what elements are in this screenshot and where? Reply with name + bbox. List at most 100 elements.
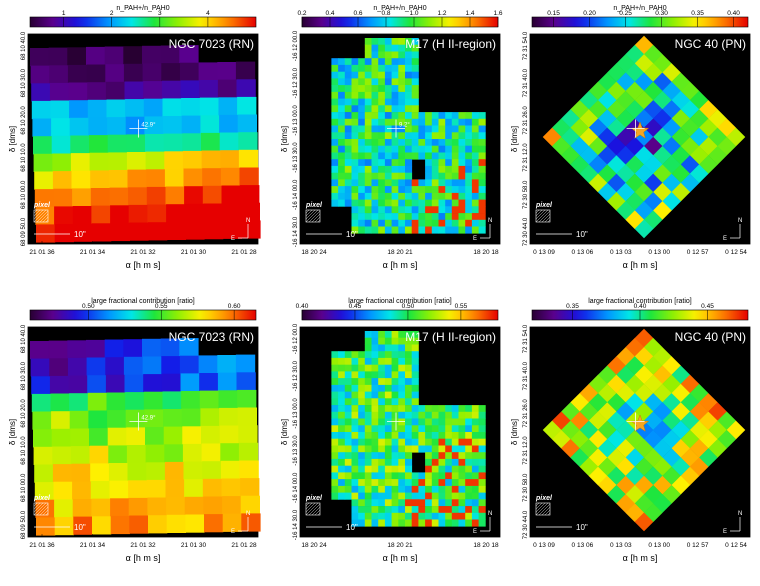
heatmap-cell [358, 199, 366, 207]
heatmap-cell [431, 139, 439, 147]
heatmap-cell [371, 71, 379, 79]
heatmap-cell [451, 145, 459, 153]
heatmap-cell [411, 213, 419, 221]
heatmap-cell [384, 344, 392, 352]
heatmap-cell [129, 222, 149, 241]
heatmap-cell [219, 425, 239, 444]
heatmap-cell [471, 519, 479, 527]
heatmap-cell [92, 223, 112, 242]
heatmap-cell [163, 116, 183, 135]
heatmap-cell [445, 458, 453, 466]
heatmap-cell [405, 465, 413, 473]
pixel-hatch [42, 509, 49, 516]
heatmap-cell [364, 438, 372, 446]
heatmap-cell [471, 492, 479, 500]
heatmap-cell [588, 448, 608, 467]
pixel-hatch [42, 216, 49, 223]
pixel-hatch [547, 219, 551, 223]
heatmap-cell [634, 512, 654, 532]
heatmap-cell [398, 44, 406, 52]
heatmap-cell [431, 465, 439, 473]
heatmap-cell [458, 179, 466, 187]
heatmap-cell [465, 472, 473, 480]
heatmap-cell [344, 479, 352, 487]
heatmap-cell [344, 132, 352, 140]
heatmap-cell [405, 499, 413, 507]
heatmap-cell [371, 357, 379, 365]
heatmap-cell [398, 71, 406, 79]
heatmap-cell [391, 384, 399, 392]
heatmap-cell [425, 186, 433, 194]
heatmap-cell [384, 71, 392, 79]
heatmap-cell [371, 384, 379, 392]
heatmap-cell [431, 112, 439, 120]
heatmap-cell [418, 145, 426, 153]
heatmap-cell [238, 149, 259, 168]
colorbar [29, 16, 257, 28]
heatmap-cell [458, 411, 466, 419]
heatmap-cell [31, 376, 51, 395]
heatmap-cell [405, 159, 413, 167]
heatmap-cell [445, 192, 453, 200]
heatmap-cell [364, 152, 372, 160]
heatmap-cell [378, 125, 386, 133]
heatmap-cell [129, 515, 149, 534]
heatmap-cell [438, 165, 446, 173]
heatmap-cell [106, 392, 126, 411]
heatmap-cell [398, 132, 406, 140]
heatmap-cell [458, 485, 466, 493]
heatmap-cell [364, 445, 372, 453]
heatmap-cell [73, 516, 93, 535]
heatmap-cell [378, 418, 386, 426]
heatmap-cell [398, 145, 406, 153]
heatmap-cell [222, 203, 242, 222]
pixel-hatch [33, 502, 47, 516]
heatmap-cell [364, 64, 372, 72]
heatmap-cell [561, 146, 580, 165]
heatmap-cell [344, 452, 352, 460]
heatmap-cell [106, 99, 126, 118]
pixel-hatch [317, 219, 321, 223]
heatmap-cell [384, 432, 392, 440]
heatmap-cell [384, 91, 392, 99]
heatmap-cell [364, 405, 372, 413]
heatmap-cell [351, 512, 359, 520]
heatmap-cell [240, 478, 260, 497]
compass-east-label: E [723, 529, 727, 535]
heatmap-cell [398, 219, 406, 227]
heatmap-cell [344, 378, 352, 386]
heatmap-cell [607, 173, 626, 193]
heatmap-cell [634, 219, 654, 239]
heatmap-cell [451, 425, 459, 433]
heatmap-cell [91, 498, 111, 517]
scale-bar-label: 10" [346, 230, 358, 239]
heatmap-cell [471, 472, 479, 480]
heatmap-cell [73, 223, 93, 242]
heatmap-cell [331, 465, 339, 473]
heatmap-cell [698, 136, 718, 156]
heatmap-cell [364, 91, 372, 99]
heatmap-cell [465, 112, 473, 120]
heatmap-cell [405, 152, 413, 160]
heatmap-cell [398, 179, 406, 187]
heatmap-cell [331, 405, 339, 413]
heatmap-cell [364, 432, 372, 440]
heatmap-cell [411, 199, 419, 207]
heatmap-cell [418, 506, 426, 514]
heatmap-cell [344, 351, 352, 359]
heatmap-cell [378, 91, 386, 99]
heatmap-cell [478, 458, 486, 466]
heatmap-cell [411, 152, 419, 160]
heatmap-cell [86, 64, 106, 83]
pixel-label: pixel [33, 495, 51, 502]
heatmap-cell [478, 179, 486, 187]
heatmap-cell [181, 98, 201, 117]
heatmap-cell [478, 492, 486, 500]
heatmap-cell [398, 85, 406, 93]
heatmap-cell [391, 132, 399, 140]
heatmap-cell [331, 152, 339, 160]
heatmap-cell [411, 351, 419, 359]
colorbar [301, 309, 499, 321]
ytick-label: -16 12 30.0 [293, 67, 299, 98]
heatmap-cell [451, 512, 459, 520]
